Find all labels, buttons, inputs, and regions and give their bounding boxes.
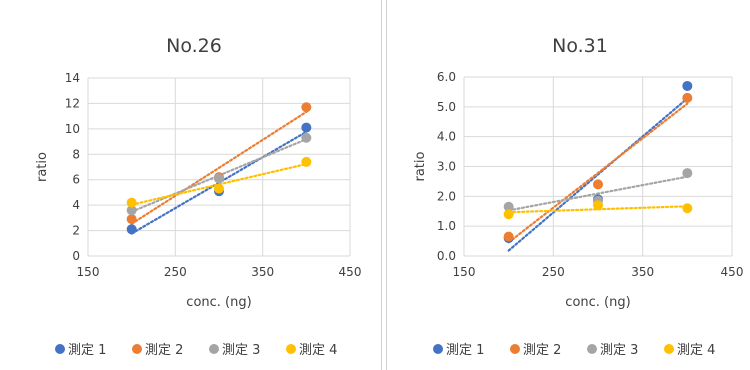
data-point xyxy=(301,102,312,113)
legend-label: 測定 4 xyxy=(299,343,337,358)
y-tick-label: 12 xyxy=(65,96,80,110)
legend-marker xyxy=(55,344,65,354)
trendline xyxy=(507,97,689,252)
y-tick-label: 5.0 xyxy=(437,100,456,114)
x-tick-label: 250 xyxy=(164,265,187,279)
x-axis-label: conc. (ng) xyxy=(186,295,251,310)
y-tick-label: 1.0 xyxy=(437,219,456,233)
gridlines xyxy=(463,76,733,257)
x-tick-label: 350 xyxy=(251,265,274,279)
legend-marker xyxy=(433,344,443,354)
y-tick-label: 2 xyxy=(72,224,80,238)
data-point xyxy=(301,156,312,167)
y-tick-label: 3.0 xyxy=(437,160,456,174)
data-point xyxy=(214,183,224,194)
y-tick-label: 10 xyxy=(65,122,80,136)
legend-marker xyxy=(286,344,296,354)
x-tick-label: 450 xyxy=(721,265,744,279)
data-point xyxy=(301,122,312,133)
legend-marker xyxy=(664,344,674,354)
data-point xyxy=(682,203,693,214)
data-point xyxy=(682,80,693,91)
chart-title: No.26 xyxy=(166,35,222,57)
data-point xyxy=(593,200,603,211)
legend-label: 測定 4 xyxy=(677,343,715,358)
chart-title: No.31 xyxy=(552,35,608,57)
y-axis-label: ratio xyxy=(35,152,50,182)
x-tick-label: 250 xyxy=(542,265,565,279)
chart-panel-no31: No.31 0.0 1.0 2.0 3.0 4.0 5.0 6.0 150 250 350 450 co… xyxy=(386,0,750,370)
legend: 測定 1 測定 2 測定 3 測定 4 xyxy=(433,343,715,358)
legend-marker xyxy=(510,344,520,354)
y-tick-label: 6 xyxy=(72,173,80,187)
trendline xyxy=(130,110,308,225)
trendline xyxy=(507,102,689,244)
data-point xyxy=(301,132,312,143)
data-point xyxy=(503,209,514,220)
trendline xyxy=(507,175,689,212)
legend-marker xyxy=(209,344,219,354)
y-axis-label: ratio xyxy=(413,151,428,181)
data-point xyxy=(126,214,137,225)
chart-no26: No.26 0 2 4 6 8 10 12 14 150 250 350 450 conc. (ng) ra… xyxy=(35,35,362,358)
legend-label: 測定 2 xyxy=(523,343,561,358)
legend-label: 測定 3 xyxy=(222,343,260,358)
x-tick-label: 450 xyxy=(339,265,362,279)
y-tick-label: 0 xyxy=(72,249,80,263)
y-tick-label: 8 xyxy=(72,147,80,161)
y-tick-label: 4.0 xyxy=(437,130,456,144)
data-point xyxy=(126,205,137,216)
y-tick-label: 6.0 xyxy=(437,70,456,84)
chart-panel-no26: No.26 0 2 4 6 8 10 12 14 150 250 350 450 conc. (ng) ra… xyxy=(35,0,382,370)
x-tick-label: 150 xyxy=(77,265,100,279)
data-point xyxy=(126,197,137,208)
legend-marker xyxy=(587,344,597,354)
y-tick-label: 2.0 xyxy=(437,189,456,203)
legend-marker xyxy=(132,344,142,354)
y-tick-label: 0.0 xyxy=(437,249,456,263)
data-point xyxy=(503,231,514,242)
data-point xyxy=(682,168,693,179)
data-point xyxy=(593,179,603,190)
y-tick-label: 14 xyxy=(65,71,80,85)
data-point xyxy=(503,201,514,212)
legend-label: 測定 1 xyxy=(68,343,106,358)
data-point xyxy=(126,224,137,235)
data-point xyxy=(682,92,693,103)
chart-no31: No.31 0.0 1.0 2.0 3.0 4.0 5.0 6.0 150 250 350 450 co… xyxy=(413,35,744,358)
legend-label: 測定 3 xyxy=(600,343,638,358)
legend-label: 測定 2 xyxy=(145,343,183,358)
data-point xyxy=(214,173,224,184)
legend: 測定 1 測定 2 測定 3 測定 4 xyxy=(55,343,337,358)
x-axis-label: conc. (ng) xyxy=(565,295,630,310)
legend-label: 測定 1 xyxy=(446,343,484,358)
x-tick-label: 150 xyxy=(453,265,476,279)
y-tick-label: 4 xyxy=(72,198,80,212)
x-tick-label: 350 xyxy=(631,265,654,279)
